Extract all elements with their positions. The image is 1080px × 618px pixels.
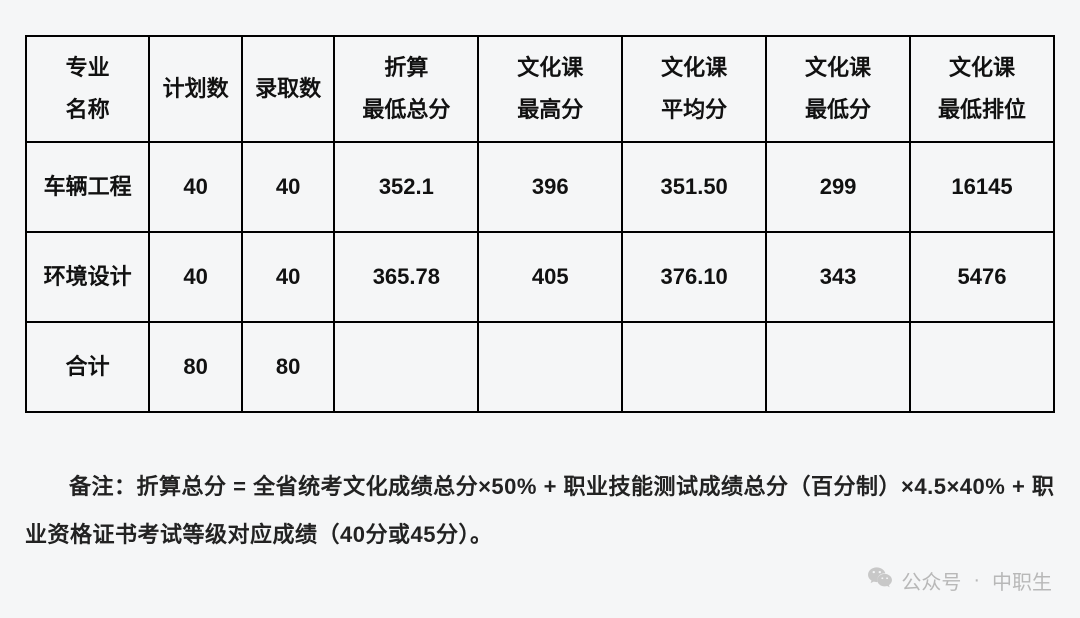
table-row: 环境设计 40 40 365.78 405 376.10 343 5476 [26, 232, 1054, 322]
table-row: 车辆工程 40 40 352.1 396 351.50 299 16145 [26, 142, 1054, 232]
wechat-icon [867, 564, 893, 596]
cell-admit: 40 [242, 232, 335, 322]
cell-min [766, 322, 910, 412]
watermark: 公众号 · 中职生 [867, 564, 1052, 596]
cell-max: 396 [478, 142, 622, 232]
cell-rank: 5476 [910, 232, 1054, 322]
cell-avg [622, 322, 766, 412]
cell-name: 环境设计 [26, 232, 149, 322]
admission-table: 专业 名称 计划数 录取数 折算 最低总分 文化课 最高分 文化课 平均分 [25, 35, 1055, 413]
col-header-max: 文化课 最高分 [478, 36, 622, 142]
watermark-name: 中职生 [992, 566, 1052, 595]
col-header-min: 文化课 最低分 [766, 36, 910, 142]
watermark-separator: · [973, 569, 980, 592]
cell-admit: 80 [242, 322, 335, 412]
col-header-conv: 折算 最低总分 [334, 36, 478, 142]
cell-rank: 16145 [910, 142, 1054, 232]
table-header-row: 专业 名称 计划数 录取数 折算 最低总分 文化课 最高分 文化课 平均分 [26, 36, 1054, 142]
cell-min: 299 [766, 142, 910, 232]
cell-plan: 80 [149, 322, 242, 412]
col-header-rank: 文化课 最低排位 [910, 36, 1054, 142]
cell-plan: 40 [149, 232, 242, 322]
cell-name: 车辆工程 [26, 142, 149, 232]
cell-rank [910, 322, 1054, 412]
cell-plan: 40 [149, 142, 242, 232]
col-header-admit: 录取数 [242, 36, 335, 142]
cell-conv: 365.78 [334, 232, 478, 322]
col-header-plan: 计划数 [149, 36, 242, 142]
cell-name: 合计 [26, 322, 149, 412]
cell-avg: 376.10 [622, 232, 766, 322]
cell-max [478, 322, 622, 412]
cell-conv: 352.1 [334, 142, 478, 232]
footnote: 备注：折算总分 = 全省统考文化成绩总分×50% + 职业技能测试成绩总分（百分… [25, 463, 1055, 560]
table-row-total: 合计 80 80 [26, 322, 1054, 412]
col-header-avg: 文化课 平均分 [622, 36, 766, 142]
cell-max: 405 [478, 232, 622, 322]
col-header-name: 专业 名称 [26, 36, 149, 142]
cell-admit: 40 [242, 142, 335, 232]
watermark-label: 公众号 [901, 566, 961, 595]
cell-avg: 351.50 [622, 142, 766, 232]
cell-min: 343 [766, 232, 910, 322]
cell-conv [334, 322, 478, 412]
